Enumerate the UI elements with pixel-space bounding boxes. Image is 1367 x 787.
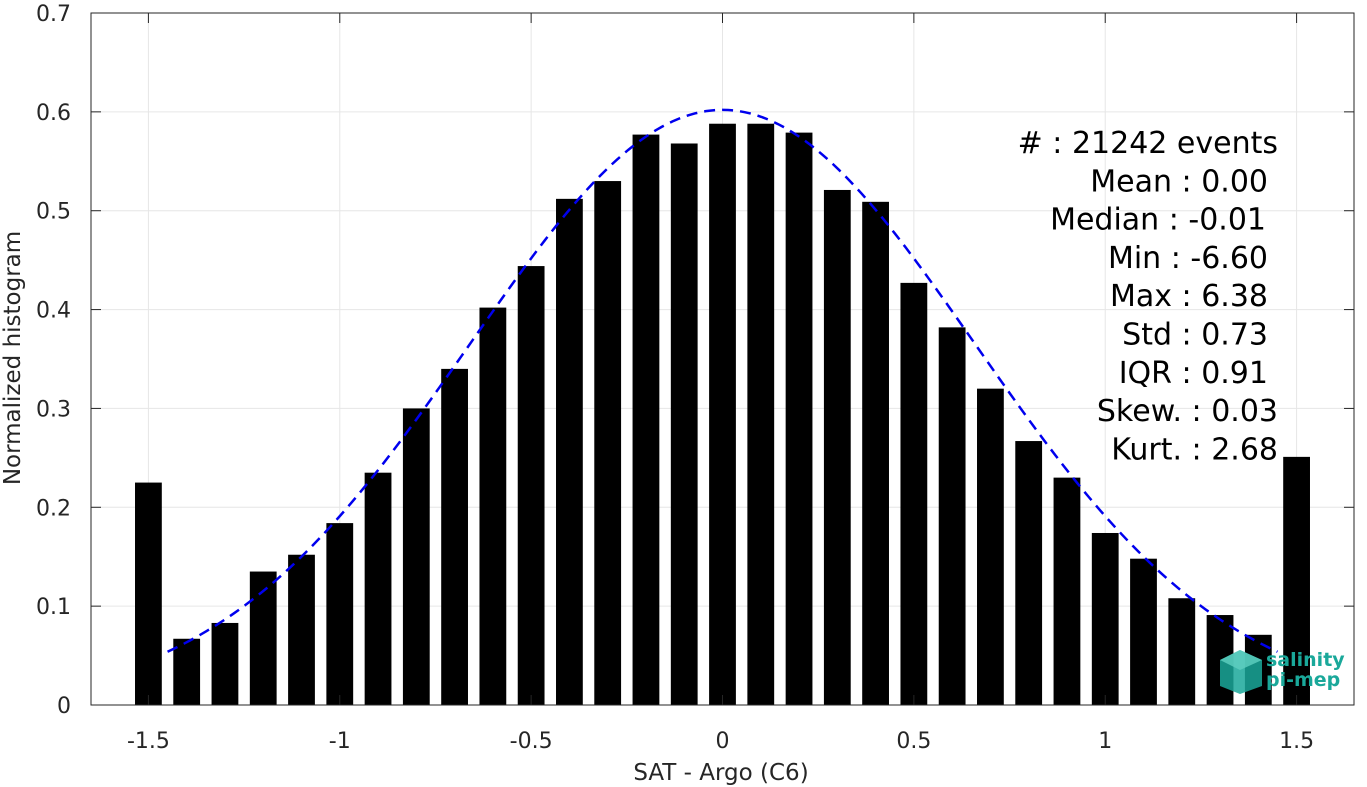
x-tick-label: 0.5 <box>896 729 931 754</box>
stat-line: # : 21242 events <box>1018 126 1278 161</box>
stat-line: IQR : 0.91 <box>1119 356 1268 391</box>
histogram-bar <box>747 123 775 706</box>
histogram-bar <box>556 198 583 705</box>
histogram-bar <box>594 181 622 706</box>
histogram-bar <box>900 282 928 705</box>
histogram-bar <box>785 132 813 706</box>
bars <box>135 123 1310 706</box>
histogram-bar <box>364 472 392 705</box>
histogram-bar <box>632 134 660 705</box>
x-tick-label: 1 <box>1098 729 1112 754</box>
histogram-bar <box>862 201 889 705</box>
x-tick-label: -1.5 <box>127 729 170 754</box>
x-tick-label: -0.5 <box>510 729 553 754</box>
histogram-bar <box>938 327 966 705</box>
histogram-bar <box>135 482 162 705</box>
stat-line: Median : -0.01 <box>1050 203 1266 238</box>
x-tick-labels: -1.5 -1 -0.5 0 0.5 1 1.5 <box>127 729 1314 754</box>
y-tick-label: 0.3 <box>36 397 71 422</box>
salinity-pimep-logo: salinity pi-mep <box>1220 649 1345 694</box>
x-tick-label: 1.5 <box>1279 729 1314 754</box>
histogram-bar <box>173 638 201 705</box>
stat-line: Mean : 0.00 <box>1090 164 1268 199</box>
stat-line: Std : 0.73 <box>1122 318 1268 353</box>
histogram-bar <box>1283 456 1310 705</box>
histogram-bar <box>441 368 468 705</box>
gaussian-fit-curve <box>167 108 1278 653</box>
y-tick-label: 0.1 <box>36 595 71 620</box>
y-tick-label: 0 <box>57 694 71 719</box>
stat-line: Min : -6.60 <box>1108 241 1268 276</box>
y-tick-label: 0.5 <box>36 200 71 225</box>
stat-line: Max : 6.38 <box>1110 279 1268 314</box>
logo-line2: pi-mep <box>1266 669 1340 691</box>
histogram-bar <box>1015 441 1043 705</box>
stat-line: Kurt. : 2.68 <box>1111 432 1278 467</box>
x-axis-label: SAT - Argo (C6) <box>633 760 808 786</box>
y-tick-label: 0.4 <box>36 299 71 324</box>
histogram-bar <box>326 523 354 705</box>
histogram-bar <box>1168 598 1196 705</box>
stat-line: Skew. : 0.03 <box>1097 394 1278 429</box>
histogram-bar <box>1053 477 1081 705</box>
y-axis-label: Normalized histogram <box>0 231 26 485</box>
histogram-bar <box>249 571 277 705</box>
histogram-bar <box>977 388 1004 705</box>
histogram-bar <box>402 408 430 705</box>
y-tick-label: 0.7 <box>36 2 71 27</box>
histogram-bar <box>288 554 315 705</box>
axis-ticks <box>91 12 1354 706</box>
y-tick-label: 0.2 <box>36 496 71 521</box>
histogram-bar <box>211 622 239 705</box>
logo-cube-face-icon <box>1220 650 1262 670</box>
histogram-bar <box>670 143 698 705</box>
x-tick-label: -1 <box>329 729 351 754</box>
x-tick-label: 0 <box>716 729 730 754</box>
histogram-bar <box>517 266 545 705</box>
y-tick-label: 0.6 <box>36 101 71 126</box>
histogram-bar <box>1091 532 1119 705</box>
histogram-bar <box>709 123 736 706</box>
y-tick-labels: 0 0.1 0.2 0.3 0.4 0.5 0.6 0.7 <box>36 2 71 719</box>
histogram-bar <box>1130 558 1157 705</box>
histogram-bar <box>823 189 851 705</box>
histogram-bar <box>479 307 507 705</box>
logo-line1: salinity <box>1266 649 1345 671</box>
